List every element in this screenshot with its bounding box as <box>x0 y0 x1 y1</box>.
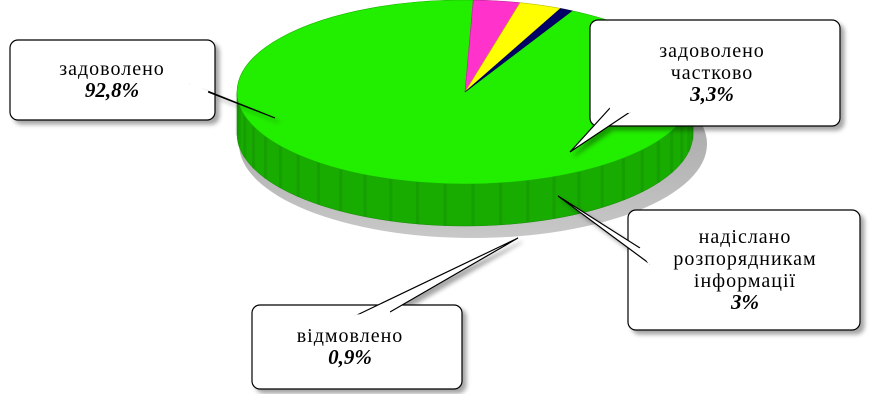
callout-box-2 <box>627 209 861 331</box>
slice-value-label-1: 3,3% <box>689 82 734 106</box>
callout-2 <box>557 195 861 331</box>
slice-label-1: задоволено частковозадоволено частково <box>659 40 765 84</box>
callout-pointer-2 <box>557 195 651 265</box>
slice-label-3: відмовленовідмовлено <box>297 325 404 347</box>
slice-label-2: надіслано розпорядникам інформаціїнадіслан… <box>673 226 816 292</box>
callout-seam-0 <box>189 82 209 94</box>
callout-box-1 <box>589 19 841 127</box>
pie-slice-3 <box>464 8 573 93</box>
slice-value-label-2: 3% <box>730 290 759 314</box>
callout-seam-1 <box>609 106 631 114</box>
callout-seam-3 <box>354 310 391 318</box>
slice-label-0: задоволенозадоволено <box>59 58 165 80</box>
callout-pointer-0 <box>189 83 276 119</box>
callout-pointer-1 <box>569 107 631 153</box>
callout-3 <box>251 237 519 390</box>
callout-pointer-3 <box>354 237 519 317</box>
callout-0 <box>9 39 276 121</box>
slice-value-label-0: 92,8% <box>85 78 139 102</box>
callout-layer: задоволенозадоволено92,8% задоволено частк… <box>9 19 861 390</box>
callout-box-0 <box>9 39 216 121</box>
slice-value-label-3: 0,9% <box>328 345 372 369</box>
callout-1 <box>569 19 841 153</box>
callout-box-3 <box>251 304 463 390</box>
callout-seam-2 <box>638 247 652 265</box>
